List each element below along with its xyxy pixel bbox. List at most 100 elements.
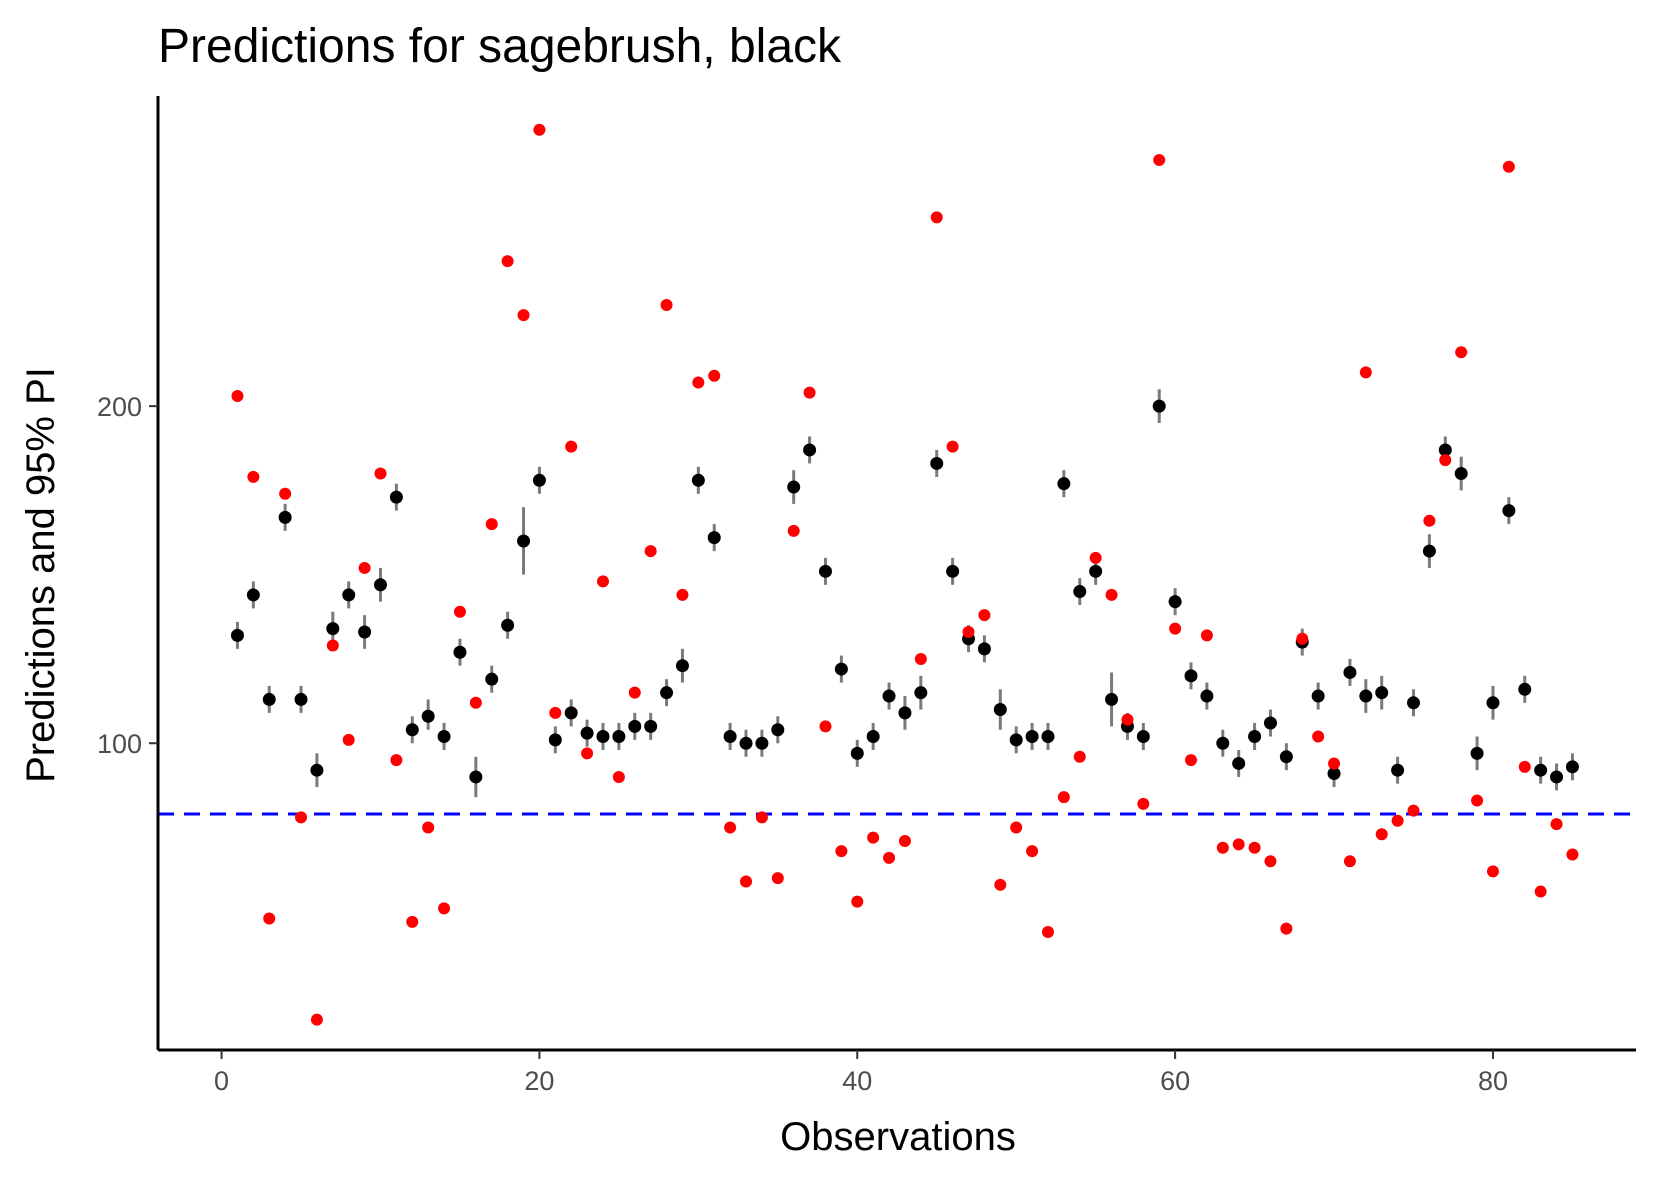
observed-point — [1486, 865, 1499, 878]
observed-point — [628, 686, 641, 699]
prediction-point — [1073, 585, 1087, 599]
observed-point — [612, 770, 625, 783]
prediction-point — [1009, 733, 1023, 747]
prediction-point — [580, 726, 594, 740]
observed-point — [453, 605, 466, 618]
observed-point — [1089, 551, 1102, 564]
prediction-point — [946, 564, 960, 578]
observed-point — [326, 639, 339, 652]
observed-point — [1105, 588, 1118, 601]
x-axis-title: Observations — [780, 1115, 1016, 1159]
observed-point — [1328, 757, 1341, 770]
prediction-point — [723, 729, 737, 743]
observed-point — [263, 912, 276, 925]
prediction-point — [485, 672, 499, 686]
observed-point — [914, 652, 927, 665]
y-tick-label: 200 — [97, 392, 142, 422]
prediction-point — [1534, 763, 1548, 777]
prediction-point — [1057, 477, 1071, 491]
prediction-point — [548, 733, 562, 747]
observed-point — [295, 811, 308, 824]
y-tick-label: 100 — [97, 729, 142, 759]
observed-point — [708, 369, 721, 382]
observed-point — [1026, 845, 1039, 858]
observed-point — [517, 309, 530, 322]
prediction-point — [1136, 729, 1150, 743]
prediction-point — [596, 729, 610, 743]
observed-point — [755, 811, 768, 824]
prediction-point — [1343, 665, 1357, 679]
observed-point — [247, 470, 260, 483]
observed-point — [771, 872, 784, 885]
observed-point — [469, 696, 482, 709]
prediction-point — [564, 706, 578, 720]
prediction-point — [373, 578, 387, 592]
observed-point — [406, 915, 419, 928]
observed-point — [374, 467, 387, 480]
observed-point — [946, 440, 959, 453]
prediction-point — [1248, 729, 1262, 743]
prediction-point — [310, 763, 324, 777]
prediction-point — [326, 622, 340, 636]
prediction-point — [294, 692, 308, 706]
observed-point — [1423, 514, 1436, 527]
prediction-point — [612, 729, 626, 743]
x-tick-label: 20 — [524, 1066, 554, 1096]
observed-point — [1264, 855, 1277, 868]
observed-point — [1200, 629, 1213, 642]
observed-point — [533, 123, 546, 136]
x-tick-label: 80 — [1478, 1066, 1508, 1096]
prediction-point — [1279, 750, 1293, 764]
prediction-point — [405, 723, 419, 737]
observed-point — [1296, 632, 1309, 645]
prediction-point — [1168, 595, 1182, 609]
observed-point — [1534, 885, 1547, 898]
observed-point — [835, 845, 848, 858]
chart-title: Predictions for sagebrush, black — [158, 20, 842, 73]
prediction-point — [803, 443, 817, 457]
observed-point — [1137, 797, 1150, 810]
prediction-point — [771, 723, 785, 737]
observed-point — [898, 834, 911, 847]
prediction-point — [882, 689, 896, 703]
observed-point — [1041, 926, 1054, 939]
prediction-point — [787, 480, 801, 494]
observed-point — [1550, 818, 1563, 831]
plot-area — [158, 123, 1636, 1026]
observed-point — [1280, 922, 1293, 935]
observed-point — [724, 821, 737, 834]
observed-point — [1248, 841, 1261, 854]
axes: 0 20 40 60 80 100 200 — [97, 96, 1636, 1096]
observed-point — [1073, 750, 1086, 763]
prediction-point — [1263, 716, 1277, 730]
observed-point — [485, 518, 498, 531]
observed-point — [279, 487, 292, 500]
prediction-point — [1470, 746, 1484, 760]
prediction-point — [1518, 682, 1532, 696]
observed-point — [676, 588, 689, 601]
observed-point — [501, 255, 514, 268]
prediction-point — [914, 686, 928, 700]
prediction-point — [246, 588, 260, 602]
prediction-point — [691, 473, 705, 487]
prediction-point — [421, 709, 435, 723]
observed-point — [1153, 154, 1166, 167]
observed-point — [883, 851, 896, 864]
observed-point — [231, 390, 244, 403]
observed-point — [692, 376, 705, 389]
observed-point — [581, 747, 594, 760]
prediction-point — [262, 692, 276, 706]
prediction-point — [755, 736, 769, 750]
observed-point — [1169, 622, 1182, 635]
prediction-point — [1152, 399, 1166, 413]
observed-point — [549, 706, 562, 719]
observed-point — [819, 720, 832, 733]
prediction-point — [1216, 736, 1230, 750]
prediction-point — [1105, 692, 1119, 706]
prediction-point — [739, 736, 753, 750]
prediction-point — [1565, 760, 1579, 774]
y-axis-title: Predictions and 95% PI — [19, 367, 63, 783]
prediction-point — [469, 770, 483, 784]
observed-point — [1185, 754, 1198, 767]
